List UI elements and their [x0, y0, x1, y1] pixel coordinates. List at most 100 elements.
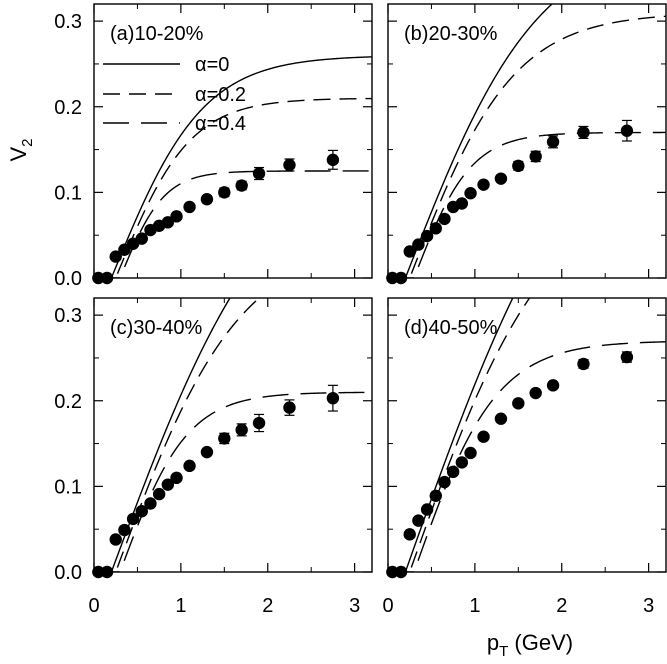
data-point	[477, 430, 490, 443]
data-point	[135, 232, 148, 245]
curves-a	[94, 56, 372, 278]
data-point	[620, 350, 634, 364]
data-point	[455, 456, 469, 469]
x-tick-label: 3	[349, 595, 360, 617]
data-point	[429, 489, 442, 502]
data-point	[494, 412, 508, 425]
data-point	[218, 432, 231, 445]
data-point	[512, 397, 525, 410]
data-point	[235, 423, 248, 437]
data-point	[183, 200, 196, 214]
data-point	[546, 379, 560, 392]
curve-alpha=0.4	[388, 341, 666, 572]
data-point	[577, 357, 590, 371]
data-point	[283, 158, 296, 172]
data-point	[438, 475, 451, 489]
points-a	[92, 149, 340, 285]
data-point	[477, 178, 490, 191]
x-tick-label: 3	[643, 595, 654, 617]
data-point	[218, 186, 231, 199]
data-point	[92, 271, 105, 285]
x-tick-label: 0	[382, 595, 393, 617]
y-tick-label: 0.2	[54, 97, 82, 119]
panel-title-b: (b)20-30%	[404, 23, 498, 45]
data-point	[412, 238, 425, 251]
y-tick-label: 0.2	[54, 391, 82, 413]
data-point	[92, 565, 105, 579]
y-tick-label: 0.1	[54, 182, 82, 204]
data-point	[403, 245, 416, 258]
x-axis-title: pT (GeV)	[487, 630, 573, 660]
data-point	[438, 212, 451, 226]
data-point	[386, 565, 399, 579]
data-point	[420, 503, 434, 516]
data-point	[386, 271, 399, 285]
legend-label-alpha-0.2: α=0.2	[195, 84, 246, 106]
data-point	[135, 505, 148, 518]
data-point	[512, 159, 525, 173]
points-d	[386, 350, 634, 579]
y-tick-label: 0.3	[54, 305, 82, 327]
data-point	[183, 459, 196, 473]
curve-alpha=0.2	[94, 97, 372, 278]
curve-alpha=0	[94, 298, 231, 572]
data-point	[170, 210, 183, 223]
x-tick-label: 0	[88, 595, 99, 617]
data-point	[235, 179, 248, 192]
curve-alpha=0.2	[388, 298, 531, 572]
curve-alpha=0.2	[388, 15, 666, 278]
y-tick-label: 0.1	[54, 476, 82, 498]
data-point	[429, 222, 442, 235]
legend-label-alpha-0.4: α=0.4	[195, 113, 246, 135]
data-point	[100, 271, 114, 285]
data-point	[252, 416, 266, 430]
curve-alpha=0.4	[94, 391, 372, 572]
y-tick-label: 0.3	[54, 11, 82, 33]
data-point	[118, 243, 131, 256]
data-point	[326, 391, 340, 405]
panel-title-a: (a)10-20%	[110, 23, 204, 45]
curve-alpha=0	[388, 4, 554, 278]
data-point	[152, 487, 166, 501]
data-point	[100, 565, 114, 579]
data-point	[529, 386, 542, 400]
panel-frame-c	[93, 297, 373, 573]
points-c	[92, 384, 340, 579]
data-point	[394, 565, 408, 579]
x-tick-label: 2	[262, 595, 273, 617]
data-point	[126, 512, 140, 526]
x-tick-label: 1	[175, 595, 186, 617]
curve-alpha=0.4	[388, 131, 666, 278]
data-point	[529, 150, 542, 163]
data-point	[200, 445, 214, 459]
legend-label-alpha-0: α=0	[195, 54, 229, 76]
data-point	[494, 172, 508, 185]
data-point	[577, 126, 590, 139]
data-point	[464, 187, 477, 200]
y-tick-label: 0.0	[54, 268, 82, 290]
data-point	[546, 135, 560, 149]
data-point	[412, 514, 425, 527]
data-point	[200, 193, 214, 206]
data-point	[420, 229, 434, 243]
curve-alpha=0.4	[94, 170, 372, 278]
panel-a: 0.0 0.1 0.2 0.3 (a)10-20%	[54, 3, 373, 290]
data-point	[252, 167, 266, 180]
panel-frame-a	[93, 3, 373, 279]
data-point	[144, 497, 157, 510]
panels: 0.0 0.1 0.2 0.3 (a)10-20% (b)20-30% 0 1 2 3 0.0 0.1…	[54, 3, 667, 617]
data-point	[109, 533, 122, 546]
data-point	[118, 523, 131, 537]
panel-frame-b	[387, 3, 667, 279]
panel-d: 0 1 2 3 (d)40-50%	[382, 297, 667, 617]
panel-b: (b)20-30%	[386, 3, 667, 285]
data-point	[161, 216, 175, 229]
panel-c: 0 1 2 3 0.0 0.1 0.2 0.3 (c)30-40%	[54, 297, 373, 617]
panel-title-d: (d)40-50%	[404, 317, 498, 339]
points-b	[386, 119, 634, 285]
curve-alpha=0	[94, 56, 372, 278]
panel-frame-d	[387, 297, 667, 573]
data-point	[403, 528, 416, 541]
legend: α=0 α=0.2 α=0.4	[103, 54, 246, 135]
